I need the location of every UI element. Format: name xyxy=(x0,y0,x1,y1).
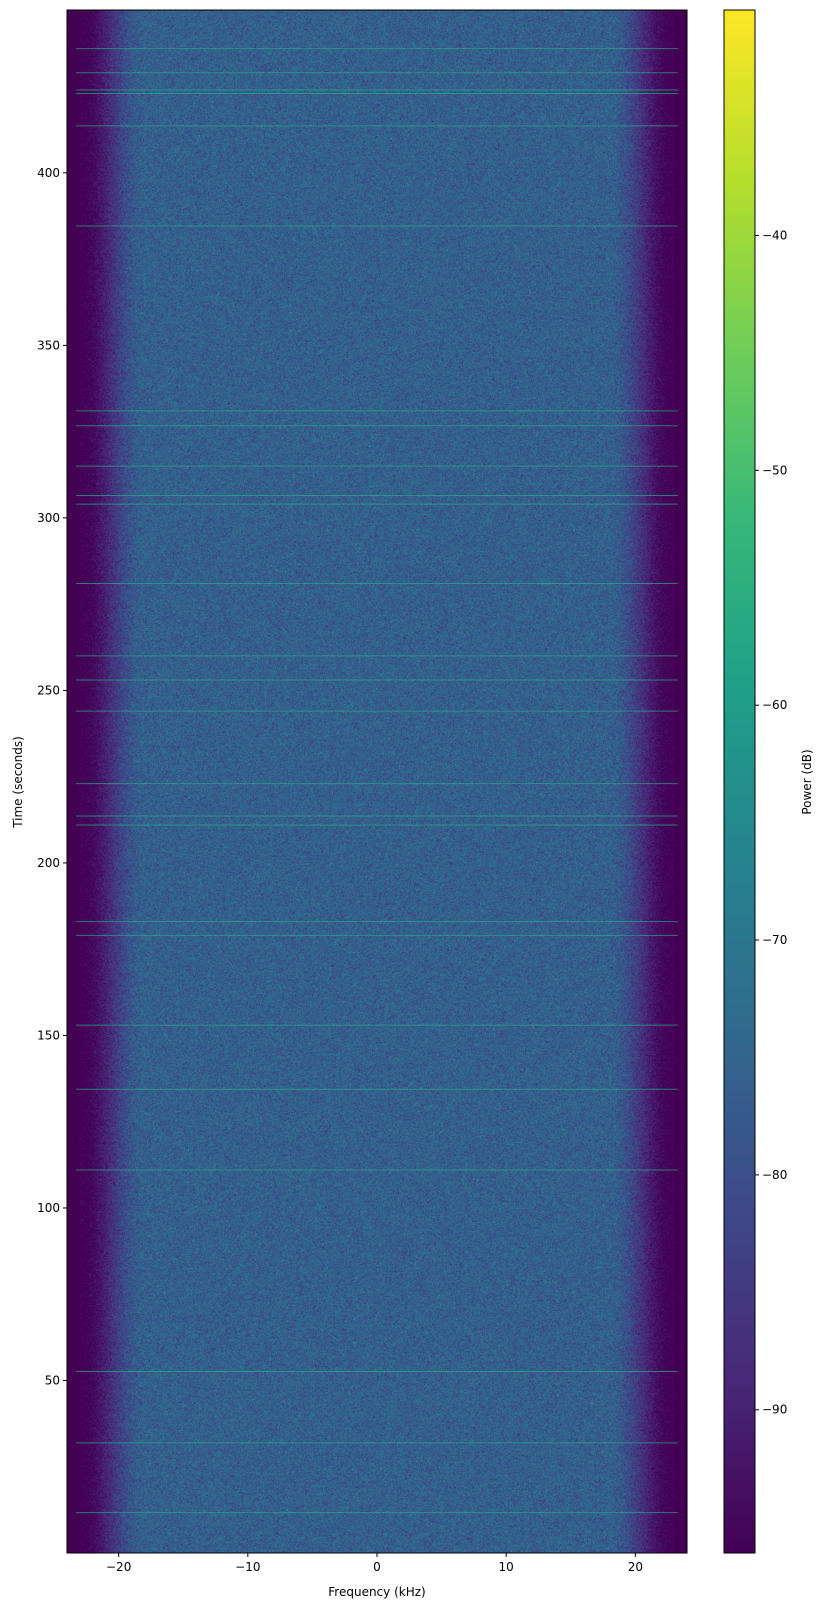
y-tick-label: 300 xyxy=(37,511,60,525)
colorbar-label: Power (dB) xyxy=(800,749,814,814)
colorbar xyxy=(723,9,756,1554)
x-axis: −20 −10 0 10 20 xyxy=(106,1553,643,1574)
y-tick-label: 350 xyxy=(37,338,60,352)
y-tick-label: 150 xyxy=(37,1028,60,1042)
plot-frame xyxy=(66,9,688,1554)
colorbar-tick-label: −90 xyxy=(762,1403,787,1417)
x-tick-label: 10 xyxy=(499,1560,514,1574)
x-tick-label: −10 xyxy=(235,1560,260,1574)
y-tick-label: 200 xyxy=(37,856,60,870)
colorbar-tick-label: −40 xyxy=(762,228,787,242)
x-tick-label: −20 xyxy=(106,1560,131,1574)
x-tick-label: 20 xyxy=(628,1560,643,1574)
y-axis-label: Time (seconds) xyxy=(11,736,25,829)
y-tick-label: 50 xyxy=(45,1373,60,1387)
y-axis: 50 100 150 200 250 300 350 400 xyxy=(37,166,67,1387)
y-tick-label: 100 xyxy=(37,1201,60,1215)
spectrogram-image xyxy=(67,10,687,1553)
colorbar-tick-label: −80 xyxy=(762,1168,787,1182)
colorbar-tick-label: −70 xyxy=(762,933,787,947)
x-axis-label: Frequency (kHz) xyxy=(328,1585,425,1599)
x-tick-label: 0 xyxy=(373,1560,381,1574)
colorbar-tick-label: −60 xyxy=(762,698,787,712)
colorbar-axis: −90 −80 −70 −60 −50 −40 xyxy=(755,228,787,1417)
event-lines xyxy=(76,48,678,1514)
y-tick-label: 250 xyxy=(37,683,60,697)
y-tick-label: 400 xyxy=(37,166,60,180)
colorbar-tick-label: −50 xyxy=(762,463,787,477)
